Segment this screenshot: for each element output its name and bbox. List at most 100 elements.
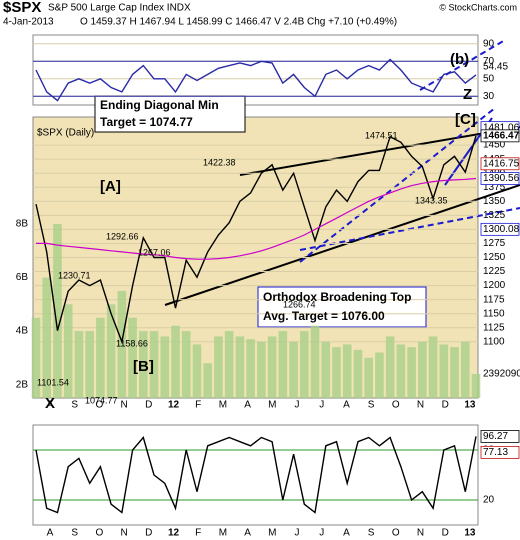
volume-bar — [278, 331, 288, 398]
series-line — [35, 58, 477, 102]
peak-label: 1422.38 — [203, 157, 236, 167]
stoch-panel — [32, 424, 479, 526]
annotation-box — [94, 95, 246, 133]
annotation: Z — [463, 86, 472, 103]
x-tick-label: J — [319, 528, 324, 539]
y-tick-label: 1275 — [483, 238, 506, 249]
x-tick-label: 13 — [464, 528, 476, 539]
volume-bar — [85, 331, 94, 398]
trendline — [239, 126, 520, 176]
trendline — [164, 184, 520, 306]
volume-bar — [310, 325, 320, 398]
x-tick-label: S — [71, 400, 78, 411]
y2-tick-label: 2B — [16, 379, 29, 390]
y-tick-label: 30 — [483, 91, 495, 102]
volume-bar — [257, 341, 266, 398]
volume-bar — [321, 341, 331, 398]
x-tick-label: O — [96, 400, 104, 411]
y-tick-label: 1200 — [483, 280, 506, 291]
volume-bar — [160, 336, 170, 398]
volume-bar — [214, 336, 223, 398]
marker-box — [480, 445, 520, 459]
series-label: $SPX (Daily) — [37, 128, 94, 139]
marker-label: 77.13 — [483, 447, 508, 458]
volume-bar — [353, 349, 363, 398]
volume-bar — [53, 224, 62, 398]
date: 4-Jan-2013 — [3, 17, 54, 28]
peak-label: 1266.74 — [283, 299, 316, 309]
y-tick-label: 20 — [483, 495, 495, 506]
x-tick-label: A — [244, 400, 251, 411]
annotation: [C] — [455, 111, 476, 128]
marker-box — [480, 430, 520, 443]
marker-label: 1390.56 — [483, 173, 520, 184]
marker-label: 1416.75 — [483, 158, 520, 169]
peak-label: 1074.77 — [85, 395, 118, 405]
x-tick-label: D — [145, 528, 152, 539]
trendline — [299, 107, 496, 263]
volume-bar — [63, 304, 73, 398]
y-tick-label: 1450 — [483, 140, 506, 151]
volume-bar — [418, 341, 427, 398]
volume-bar — [171, 325, 180, 398]
marker-box — [480, 172, 520, 185]
volume-bar — [396, 344, 406, 398]
annotation: X — [45, 395, 55, 412]
y-tick-label: 90 — [483, 38, 495, 49]
x-tick-label: N — [120, 528, 127, 539]
marker-box — [480, 129, 520, 143]
x-tick-label: M — [219, 528, 227, 539]
x-tick-label: F — [195, 528, 201, 539]
x-tick-label: J — [319, 400, 324, 411]
y-tick-label: 1150 — [483, 308, 505, 319]
x-tick-label: N — [417, 528, 424, 539]
volume-bar — [128, 317, 137, 398]
y2-tick-label: 4B — [16, 326, 29, 337]
y-tick-label: 1125 — [483, 322, 505, 333]
x-tick-label: M — [268, 400, 276, 411]
x-tick-label: A — [47, 528, 54, 539]
marker-label: 1481.06 — [483, 122, 520, 133]
x-tick-label: M — [268, 528, 276, 539]
x-tick-label: S — [71, 528, 78, 539]
volume-bar — [300, 331, 309, 398]
volume-bar — [375, 352, 384, 398]
volume-label: 2392090 — [483, 369, 520, 380]
volume-bar — [31, 317, 41, 398]
volume-bar — [439, 344, 449, 398]
volume-bar — [450, 347, 459, 398]
y2-tick-label: 8B — [16, 219, 29, 230]
y-tick-label: 1350 — [483, 196, 506, 207]
marker-label: 96.27 — [483, 431, 508, 442]
quote: O 1459.37 H 1467.94 L 1458.99 C 1466.47 … — [80, 17, 397, 28]
marker-box — [480, 157, 520, 171]
volume-bar — [224, 331, 234, 398]
annotation-box — [257, 286, 427, 328]
title: $SPX — [3, 0, 41, 16]
x-tick-label: N — [120, 400, 127, 411]
annotation: Avg. Target = 1076.00 — [263, 309, 385, 323]
x-tick-label: 13 — [464, 400, 476, 411]
volume-bar — [385, 336, 395, 398]
peak-label: 1158.66 — [116, 338, 148, 348]
peak-label: 1292.66 — [106, 231, 139, 241]
annotation: (b) — [450, 51, 469, 68]
volume-bar — [332, 347, 341, 398]
x-tick-label: O — [392, 400, 400, 411]
volume-bar — [289, 341, 298, 398]
annotation: Ending Diagonal Min — [100, 98, 219, 112]
peak-label: 1101.54 — [37, 377, 69, 387]
y2-tick-label: 6B — [16, 272, 29, 283]
peak-label: 1343.35 — [415, 195, 448, 205]
peak-label: 1474.51 — [365, 130, 398, 140]
y-tick-label: 1250 — [483, 252, 506, 263]
volume-bar — [428, 336, 438, 398]
x-tick-label: S — [368, 400, 375, 411]
x-tick-label: 12 — [168, 528, 180, 539]
volume-bar — [342, 344, 352, 398]
x-tick-label: O — [392, 528, 400, 539]
y-tick-label: 1225 — [483, 266, 506, 277]
marker-label: 1300.08 — [483, 224, 520, 235]
series-line — [36, 177, 477, 260]
